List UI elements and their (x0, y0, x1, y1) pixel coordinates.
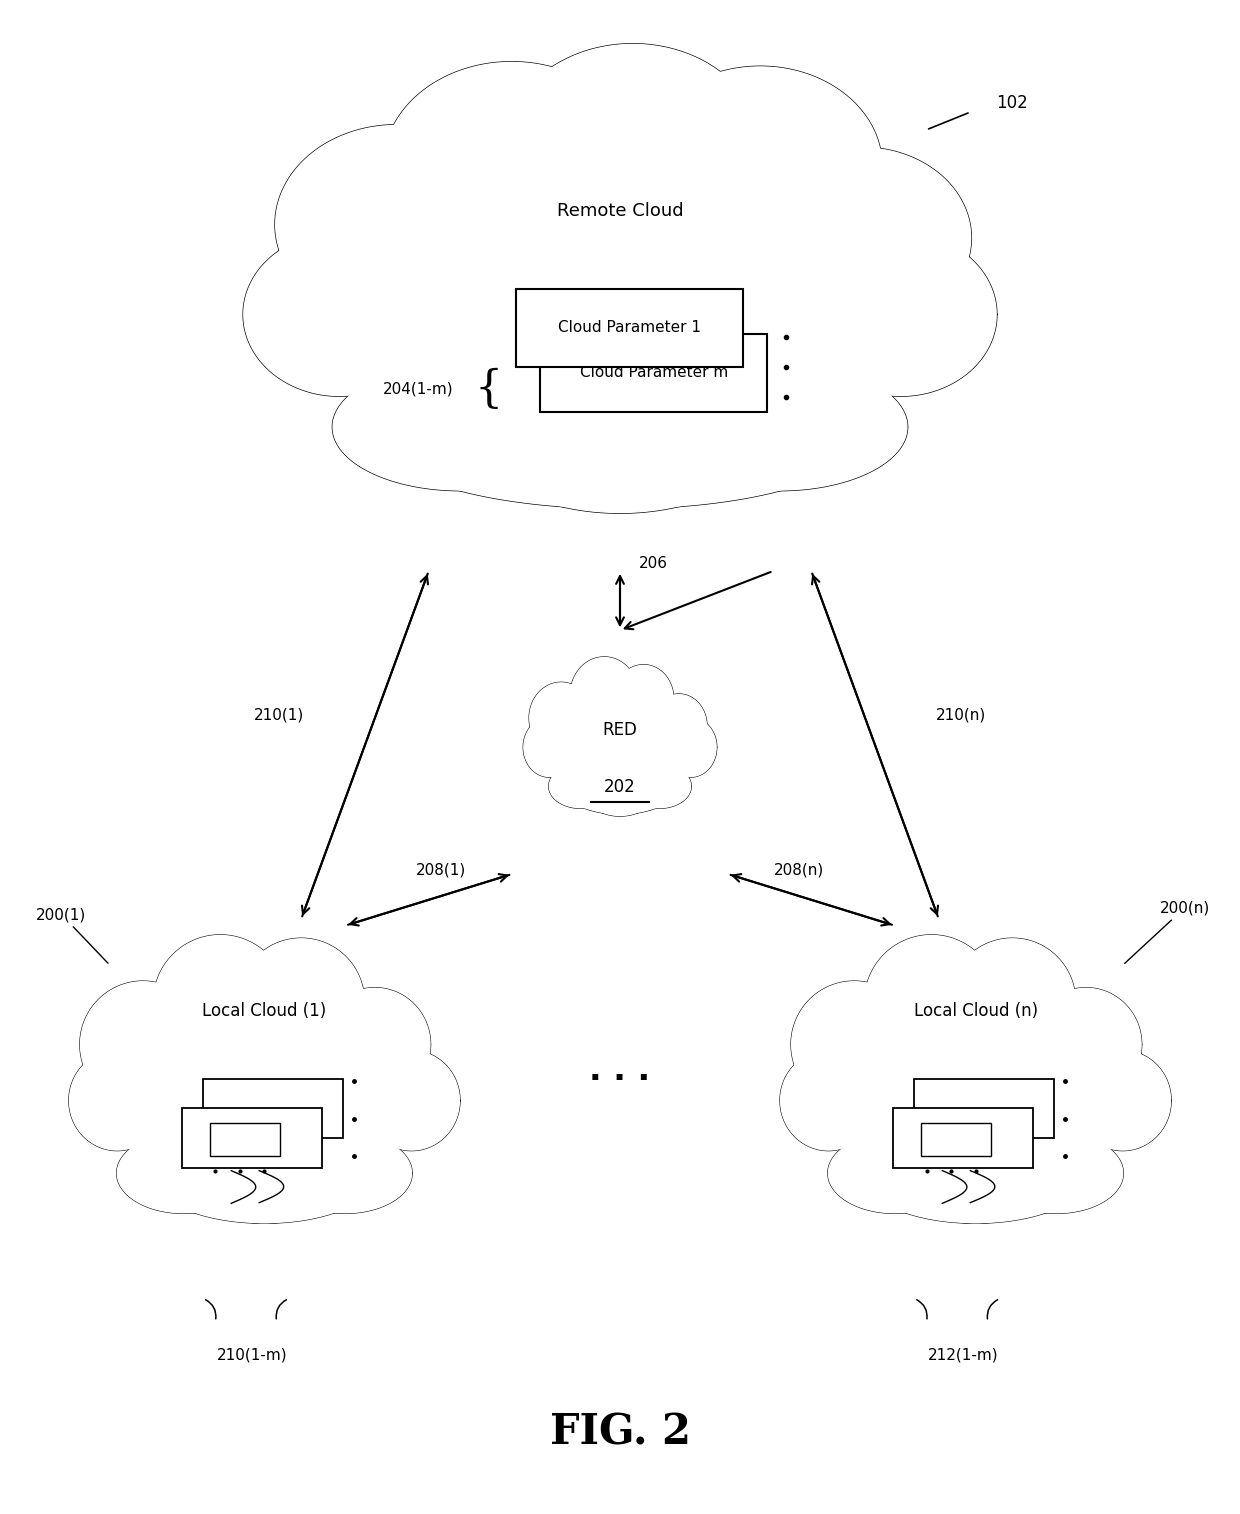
Text: 210(1-m): 210(1-m) (217, 1347, 288, 1363)
Polygon shape (279, 1134, 412, 1213)
Polygon shape (549, 709, 620, 786)
Polygon shape (991, 1134, 1122, 1213)
Polygon shape (754, 148, 971, 329)
Polygon shape (529, 683, 593, 752)
Text: RED: RED (603, 721, 637, 739)
Bar (541, 335, 768, 412)
Polygon shape (154, 1131, 374, 1223)
Polygon shape (118, 1028, 264, 1173)
Bar (516, 289, 743, 366)
Text: 208(n): 208(n) (774, 863, 825, 877)
Text: · · ·: · · · (589, 1063, 651, 1096)
Text: Cloud Parameter m: Cloud Parameter m (579, 365, 728, 380)
Bar (914, 1078, 1054, 1139)
Polygon shape (275, 126, 518, 324)
Text: Remote Cloud: Remote Cloud (557, 201, 683, 220)
Polygon shape (549, 765, 613, 807)
Polygon shape (415, 197, 825, 512)
Polygon shape (1030, 989, 1141, 1101)
Polygon shape (565, 763, 675, 813)
Polygon shape (505, 44, 760, 251)
Polygon shape (791, 981, 916, 1107)
Polygon shape (569, 707, 671, 816)
Polygon shape (340, 201, 646, 454)
Polygon shape (384, 62, 639, 269)
Text: 200(1): 200(1) (36, 907, 108, 963)
Polygon shape (320, 989, 430, 1101)
Text: 102: 102 (996, 94, 1028, 112)
Text: FIG. 2: FIG. 2 (549, 1411, 691, 1453)
Text: 208(1): 208(1) (415, 863, 466, 877)
Polygon shape (238, 939, 363, 1064)
Polygon shape (620, 709, 691, 786)
Polygon shape (378, 363, 862, 509)
Text: 212(1-m): 212(1-m) (928, 1347, 998, 1363)
Polygon shape (257, 1028, 404, 1173)
Polygon shape (968, 1028, 1115, 1173)
Text: Local Cloud (n): Local Cloud (n) (914, 1002, 1038, 1020)
Bar (921, 1123, 991, 1155)
Polygon shape (614, 665, 673, 731)
Bar (182, 1108, 322, 1167)
Text: Cloud Parameter 1: Cloud Parameter 1 (558, 321, 701, 336)
Polygon shape (805, 233, 996, 395)
Text: 210(n): 210(n) (936, 707, 986, 722)
Polygon shape (627, 765, 691, 807)
Polygon shape (244, 233, 435, 395)
Polygon shape (570, 657, 637, 731)
Polygon shape (1075, 1051, 1171, 1151)
Text: 204(1-m): 204(1-m) (382, 382, 453, 397)
Polygon shape (118, 1134, 249, 1213)
Bar (211, 1123, 280, 1155)
Text: 202: 202 (604, 778, 636, 796)
Polygon shape (651, 695, 707, 757)
Polygon shape (873, 1025, 1079, 1223)
Polygon shape (828, 1134, 961, 1213)
Bar (203, 1078, 343, 1139)
Polygon shape (665, 718, 717, 777)
Text: 206: 206 (639, 556, 667, 571)
Polygon shape (363, 1051, 459, 1151)
Polygon shape (866, 936, 998, 1067)
Polygon shape (81, 981, 206, 1107)
Polygon shape (639, 67, 882, 265)
Polygon shape (828, 1028, 976, 1173)
Polygon shape (154, 936, 286, 1067)
Polygon shape (161, 1025, 367, 1223)
Bar (894, 1108, 1033, 1167)
Polygon shape (594, 201, 900, 454)
Text: {: { (475, 368, 503, 412)
Polygon shape (866, 1131, 1086, 1223)
Polygon shape (523, 718, 575, 777)
Polygon shape (652, 363, 906, 491)
Text: 200(n): 200(n) (1125, 901, 1210, 963)
Polygon shape (781, 1051, 877, 1151)
Text: 210(1): 210(1) (254, 707, 304, 722)
Polygon shape (334, 363, 588, 491)
Polygon shape (69, 1051, 165, 1151)
Text: Local Cloud (1): Local Cloud (1) (202, 1002, 326, 1020)
Polygon shape (950, 939, 1075, 1064)
